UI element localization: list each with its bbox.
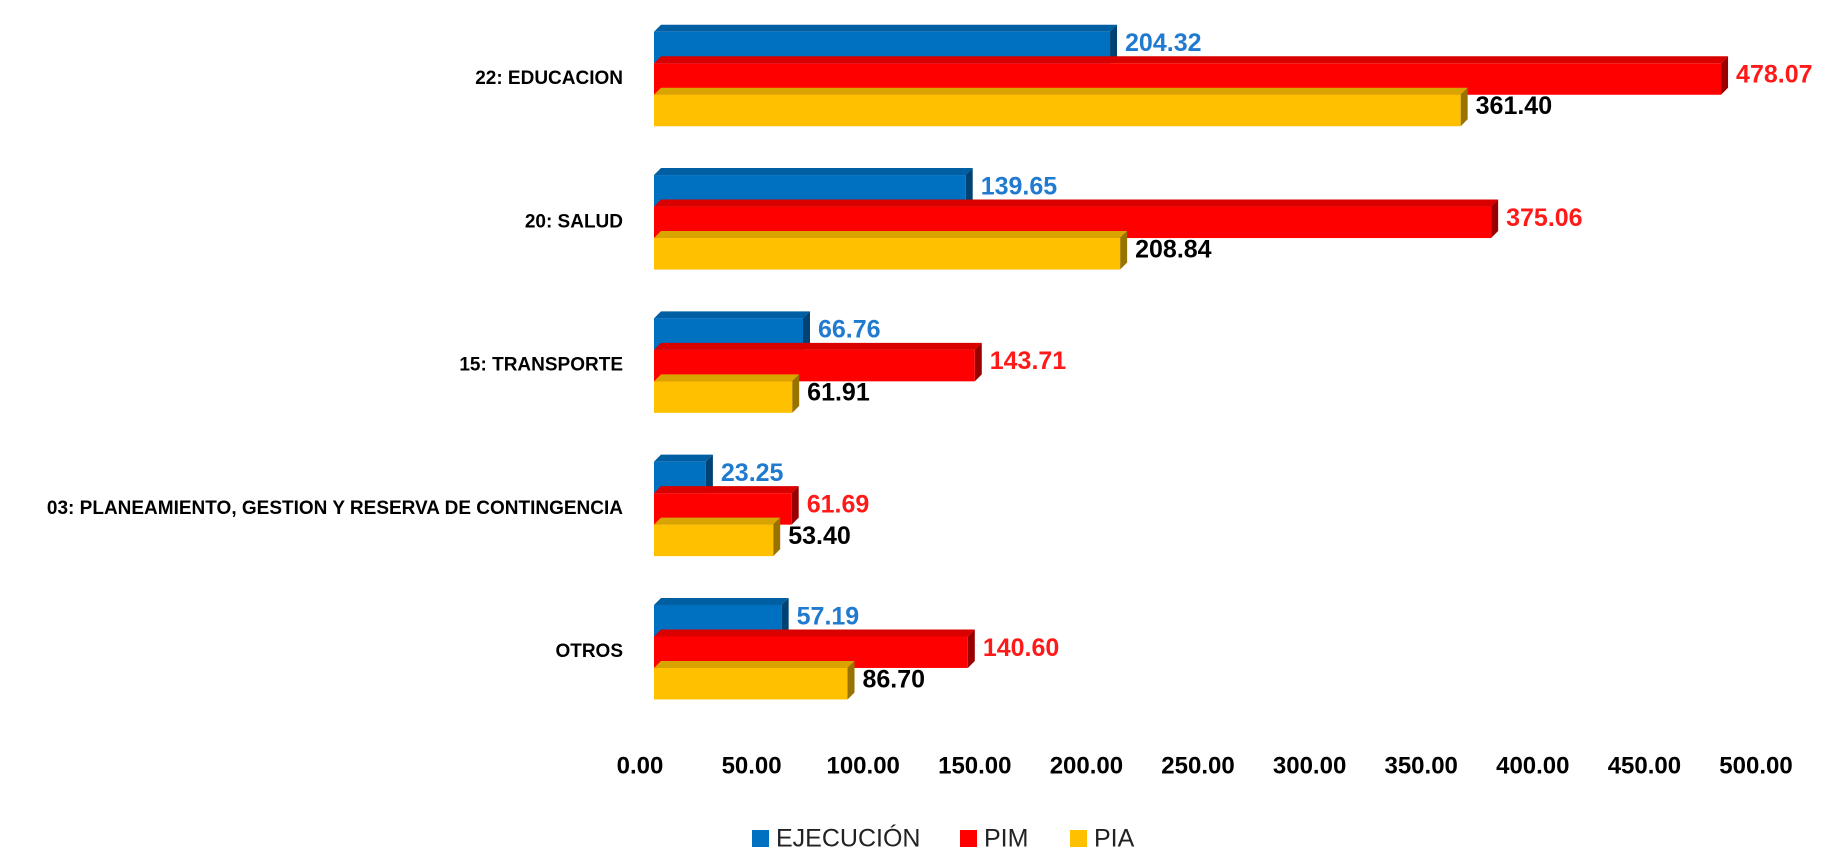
bar-top (654, 87, 1468, 95)
bar-top (654, 454, 713, 462)
bar-top (654, 231, 1128, 239)
y-tick-label: 03: PLANEAMIENTO, GESTION Y RESERVA DE C… (47, 498, 623, 519)
bar-top (654, 374, 800, 382)
bar-top (654, 168, 973, 176)
x-tick-label: 300.00 (1273, 752, 1346, 779)
bar-side (1491, 199, 1499, 239)
bar-top (654, 629, 975, 637)
bar-side (1721, 56, 1729, 95)
data-label: 23.25 (721, 459, 784, 487)
y-tick-label: 20: SALUD (525, 211, 623, 232)
bar-top (654, 486, 799, 494)
data-label: 143.71 (990, 347, 1067, 375)
data-label: 361.40 (1476, 92, 1552, 120)
y-tick-label: 22: EDUCACION (475, 68, 623, 89)
data-label: 478.07 (1736, 61, 1812, 89)
bar-top (654, 56, 1729, 64)
bar-side (791, 486, 799, 525)
x-tick-label: 0.00 (617, 752, 664, 779)
bar-side (773, 517, 781, 557)
bar-top (654, 199, 1499, 207)
bar-side (1460, 87, 1468, 127)
bar-side (705, 454, 713, 494)
bar (654, 667, 848, 700)
bar-top (654, 517, 781, 525)
y-tick-label: 15: TRANSPORTE (459, 355, 623, 376)
data-label: 208.84 (1135, 235, 1212, 263)
data-label: 204.32 (1125, 29, 1201, 57)
bar (654, 238, 1121, 270)
bar-side (1120, 231, 1128, 270)
bar-side (967, 629, 975, 668)
data-label: 375.06 (1506, 204, 1582, 232)
bar-side (974, 342, 982, 382)
data-label: 57.19 (797, 602, 860, 630)
bar-side (803, 311, 811, 350)
data-label: 139.65 (981, 172, 1058, 200)
legend-label: PIA (1094, 825, 1135, 853)
bar-top (654, 311, 811, 319)
legend-label: PIM (984, 825, 1028, 853)
bar-side (781, 597, 789, 637)
legend-swatch (960, 830, 977, 847)
data-label: 61.69 (807, 491, 870, 519)
data-label: 53.40 (788, 522, 851, 550)
bar-side (965, 168, 973, 207)
bar-side (1110, 24, 1118, 64)
bar (654, 94, 1461, 127)
legend-label: EJECUCIÓN (776, 824, 920, 853)
legend-swatch (1070, 830, 1087, 847)
bar (654, 524, 774, 557)
bar-side (847, 660, 855, 700)
x-tick-label: 200.00 (1050, 752, 1123, 779)
bar-side (792, 374, 800, 413)
y-tick-label: OTROS (555, 641, 623, 662)
bar-top (654, 660, 855, 668)
x-tick-label: 250.00 (1161, 752, 1234, 779)
bar-top (654, 342, 982, 350)
bar-top (654, 24, 1118, 32)
x-tick-label: 400.00 (1496, 752, 1569, 779)
bar (654, 381, 793, 413)
bar-top (654, 597, 789, 605)
x-tick-label: 500.00 (1719, 752, 1792, 779)
x-tick-label: 50.00 (722, 752, 782, 779)
data-label: 86.70 (863, 665, 926, 693)
data-label: 61.91 (807, 379, 870, 407)
x-tick-label: 450.00 (1608, 752, 1681, 779)
x-tick-label: 150.00 (938, 752, 1011, 779)
legend-swatch (752, 830, 769, 847)
data-label: 140.60 (983, 634, 1059, 662)
x-tick-label: 100.00 (826, 752, 899, 779)
data-label: 66.76 (818, 316, 881, 344)
x-tick-label: 350.00 (1384, 752, 1457, 779)
